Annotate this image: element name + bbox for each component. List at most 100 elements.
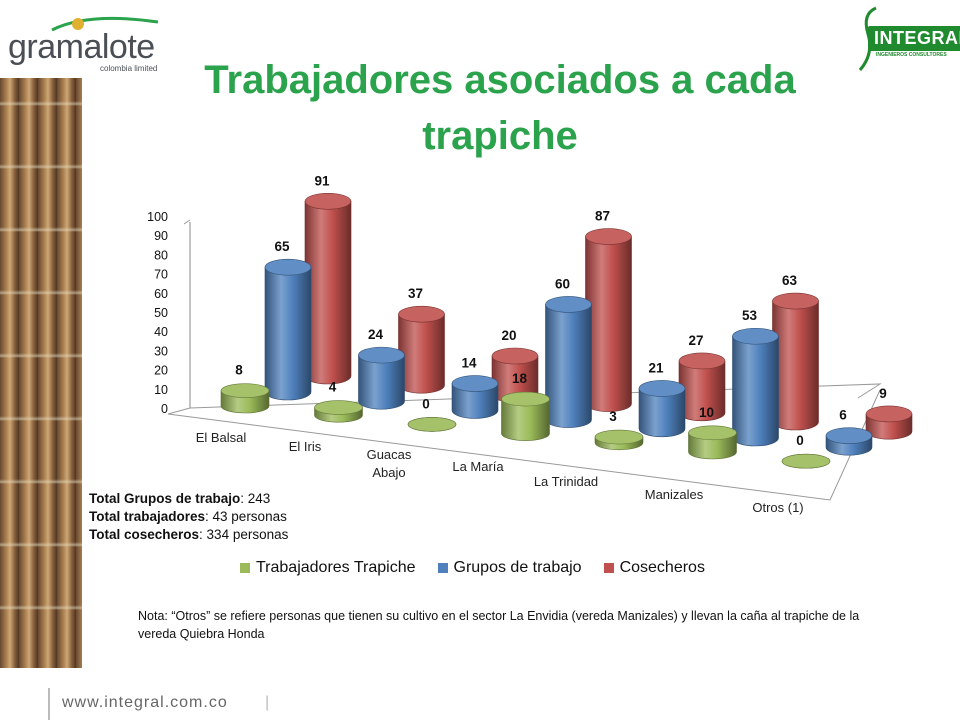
y-tick-label: 40 bbox=[154, 325, 168, 339]
legend-label: Cosecheros bbox=[619, 559, 705, 576]
legend-label: Grupos de trabajo bbox=[453, 559, 582, 576]
x-tick-label: El Iris bbox=[289, 439, 322, 454]
x-tick-label: El Balsal bbox=[196, 430, 247, 445]
cylinder-top bbox=[314, 400, 363, 415]
legend-item-cosecheros: Cosecheros bbox=[603, 558, 705, 578]
data-label: 63 bbox=[782, 273, 798, 288]
data-label: 91 bbox=[314, 173, 330, 188]
data-label: 21 bbox=[648, 360, 664, 375]
page-title: Trabajadores asociados a cada trapiche bbox=[204, 58, 796, 158]
legend-label: Trabajadores Trapiche bbox=[256, 559, 416, 576]
y-axis-top bbox=[183, 219, 191, 225]
cylinder-top bbox=[407, 417, 457, 432]
cylinder-top bbox=[865, 405, 913, 423]
cylinder-top bbox=[638, 380, 686, 397]
cylinder-top bbox=[545, 296, 592, 313]
x-tick-label: La María bbox=[452, 459, 504, 474]
cylinder-top bbox=[491, 347, 539, 365]
totals-block: Total Grupos de trabajo: 243 Total traba… bbox=[89, 490, 288, 544]
cylinder-body bbox=[772, 300, 819, 431]
data-label: 10 bbox=[699, 405, 714, 420]
integral-wordmark: INTEGRAL bbox=[868, 26, 960, 51]
data-label: 53 bbox=[742, 308, 758, 323]
cylinder-top bbox=[585, 228, 632, 245]
footnote: Nota: “Otros” se refiere personas que ti… bbox=[138, 609, 860, 641]
y-tick-label: 10 bbox=[154, 383, 168, 397]
x-tick-label: Abajo bbox=[372, 465, 405, 480]
chart-legend: Trabajadores Trapiche Grupos de trabajo … bbox=[240, 558, 705, 578]
footer: www.integral.com.co | bbox=[0, 680, 960, 720]
total-row-harvesters: Total cosecheros: 334 personas bbox=[89, 527, 289, 542]
data-label: 24 bbox=[368, 327, 384, 342]
x-tick-label: La Trinidad bbox=[534, 474, 598, 489]
data-label: 27 bbox=[688, 333, 703, 348]
legend-swatch-green bbox=[240, 563, 250, 573]
data-label: 9 bbox=[879, 386, 887, 401]
y-tick-label: 60 bbox=[154, 287, 168, 301]
footer-divider bbox=[48, 688, 50, 720]
x-tick-label: Otros (1) bbox=[752, 500, 803, 515]
y-tick-label: 0 bbox=[161, 402, 168, 416]
integral-logo: INTEGRAL INGENIEROS CONSULTORES bbox=[854, 4, 960, 74]
data-label: 87 bbox=[595, 209, 610, 224]
total-row-groups: Total Grupos de trabajo: 243 bbox=[89, 491, 271, 506]
cylinder-top bbox=[358, 346, 405, 364]
cylinder-body bbox=[451, 383, 499, 419]
legend-item-trabajadores: Trabajadores Trapiche bbox=[240, 558, 416, 578]
gramalote-wordmark: gramalote bbox=[8, 28, 155, 66]
cylinder-body bbox=[398, 313, 445, 394]
y-tick-label: 100 bbox=[147, 210, 168, 224]
cylinder-top bbox=[304, 192, 352, 210]
cylinder-top bbox=[825, 427, 873, 444]
gramalote-subtitle: colombia limited bbox=[100, 64, 158, 73]
footer-separator: | bbox=[265, 694, 270, 711]
data-label: 65 bbox=[274, 239, 290, 254]
data-label: 0 bbox=[422, 396, 430, 411]
y-tick-label: 20 bbox=[154, 364, 168, 378]
y-tick-label: 50 bbox=[154, 306, 168, 320]
y-tick-label: 30 bbox=[154, 344, 168, 358]
cylinder-body bbox=[688, 432, 737, 460]
data-label: 18 bbox=[512, 371, 528, 386]
cylinder-top bbox=[451, 375, 499, 392]
legend-swatch-blue bbox=[437, 563, 448, 573]
gramalote-swoosh-icon bbox=[51, 16, 159, 32]
cylinder-body bbox=[732, 335, 779, 447]
cylinder-body bbox=[264, 266, 312, 401]
cylinder-top bbox=[678, 352, 726, 370]
cylinder-top bbox=[781, 453, 831, 469]
data-label: 14 bbox=[461, 356, 477, 371]
cylinder-body bbox=[545, 304, 592, 428]
cylinder-top bbox=[264, 258, 312, 276]
cylinder-top bbox=[594, 429, 644, 445]
cylinder-top bbox=[398, 305, 445, 323]
data-label: 4 bbox=[329, 380, 337, 395]
cylinder-body bbox=[585, 236, 632, 412]
cylinder-top bbox=[772, 292, 819, 310]
cylinder-body bbox=[358, 354, 405, 410]
cylinder-body bbox=[501, 398, 550, 441]
cylinder-body bbox=[304, 200, 352, 385]
cylinder-top bbox=[501, 391, 550, 407]
total-row-workers: Total trabajadores: 43 personas bbox=[89, 509, 287, 524]
x-tick-label: Manizales bbox=[645, 487, 704, 502]
data-label: 8 bbox=[235, 363, 243, 378]
cylinder-top bbox=[732, 327, 779, 345]
cylinder-top bbox=[220, 383, 270, 398]
y-tick-label: 80 bbox=[154, 248, 168, 262]
x-tick-label: Guacas bbox=[367, 447, 412, 462]
legend-swatch-red bbox=[603, 563, 614, 573]
data-label: 20 bbox=[501, 328, 516, 343]
gramalote-logo: gramalote colombia limited bbox=[8, 8, 168, 73]
data-label: 3 bbox=[609, 409, 617, 424]
data-label: 37 bbox=[408, 286, 423, 301]
footer-url: www.integral.com.co bbox=[62, 694, 228, 711]
y-tick-label: 90 bbox=[154, 229, 168, 243]
data-label: 6 bbox=[839, 408, 847, 423]
cylinder-top bbox=[688, 425, 737, 441]
data-label: 0 bbox=[796, 433, 804, 448]
cylinder-body bbox=[638, 388, 686, 438]
y-tick-label: 70 bbox=[154, 268, 168, 282]
data-label: 60 bbox=[555, 276, 570, 291]
